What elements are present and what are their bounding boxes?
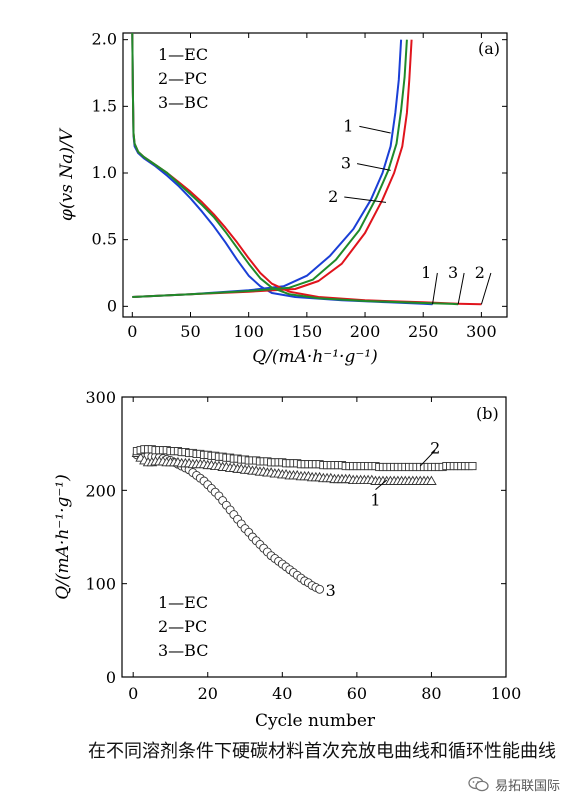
y-tick-label-a: 0	[107, 296, 117, 315]
legend-entry-a: 3—BC	[158, 93, 208, 112]
series-3-discharge-line	[131, 33, 459, 306]
annotation-label-a: 1	[421, 263, 431, 282]
plot-frame-b	[121, 396, 507, 678]
y-tick-label-b: 100	[85, 575, 116, 594]
annotation-label-a: 1	[343, 116, 353, 135]
annotation-leader-b	[419, 450, 436, 467]
x-tick-label-a: 250	[408, 322, 439, 341]
y-tick-label-a: 0.5	[92, 230, 117, 249]
x-tick-label-b: 80	[421, 684, 441, 703]
x-tick-label-a: 200	[350, 322, 381, 341]
figure-caption: 在不同溶剂条件下硬碳材料首次充放电曲线和循环性能曲线	[88, 741, 556, 762]
annotation-leader-b	[375, 479, 388, 491]
legend-entry-a: 1—EC	[158, 45, 208, 64]
panel-label-a: (a)	[478, 39, 500, 58]
x-tick-label-b: 20	[198, 684, 218, 703]
legend-entry-a: 2—PC	[158, 69, 207, 88]
x-tick-label-b: 40	[272, 684, 292, 703]
panel-b: 0 20 40 60 80 100 0 100 200 300 2 1 3 1—EC 2—PC 3—BC (b)…	[53, 388, 521, 731]
series-2-marker	[468, 462, 477, 471]
annotation-label-a: 2	[328, 187, 338, 206]
wechat-icon	[468, 776, 489, 792]
x-tick-label-a: 50	[180, 322, 200, 341]
x-axis-title-a: Q/(mA·h⁻¹·g⁻¹)	[252, 347, 378, 367]
annotation-leader-a	[356, 163, 391, 171]
annotation-label-a: 2	[475, 263, 485, 282]
annotation-label-a: 3	[341, 154, 351, 173]
annotation-leader-a	[457, 272, 465, 305]
y-tick-label-a: 1.0	[92, 163, 117, 182]
series-3-charge-line	[132, 39, 408, 298]
annotation-label-b: 1	[370, 491, 380, 510]
x-tick-label-b: 0	[128, 684, 138, 703]
x-tick-label-a: 100	[233, 322, 264, 341]
panel-label-b: (b)	[476, 404, 499, 423]
annotation-leader-a	[480, 272, 492, 305]
y-tick-label-b: 300	[85, 388, 116, 407]
y-tick-label-a: 1.5	[92, 96, 117, 115]
annotation-label-b: 3	[326, 581, 336, 600]
plot-frame-a	[122, 32, 508, 318]
annotation-leader-a	[359, 125, 391, 134]
x-tick-label-a: 0	[127, 322, 137, 341]
x-tick-label-b: 100	[491, 684, 522, 703]
y-axis-title-b: Q/(mA·h⁻¹·g⁻¹)	[53, 474, 73, 600]
annotation-leader-a	[432, 272, 438, 305]
series-3-marker	[315, 584, 325, 594]
x-tick-label-a: 300	[466, 322, 497, 341]
y-axis-title-a: φ(vs Na)/V	[57, 127, 77, 221]
annotation-label-b: 2	[430, 438, 440, 457]
x-tick-label-b: 60	[347, 684, 367, 703]
legend-entry-b: 3—BC	[158, 641, 208, 660]
annotation-leader-a	[344, 196, 387, 203]
watermark-text: 易拓联国际	[495, 778, 561, 794]
y-tick-label-b: 0	[106, 668, 116, 687]
series-1-marker	[426, 475, 437, 485]
legend-entry-b: 1—EC	[158, 593, 208, 612]
x-axis-title-b: Cycle number	[255, 711, 376, 731]
y-tick-label-b: 200	[85, 481, 116, 500]
y-tick-label-a: 2.0	[92, 30, 117, 49]
annotation-label-a: 3	[448, 263, 458, 282]
watermark: 易拓联国际	[468, 773, 560, 795]
x-tick-label-a: 150	[292, 322, 323, 341]
legend-entry-b: 2—PC	[158, 617, 207, 636]
plot-area-a	[131, 33, 482, 306]
